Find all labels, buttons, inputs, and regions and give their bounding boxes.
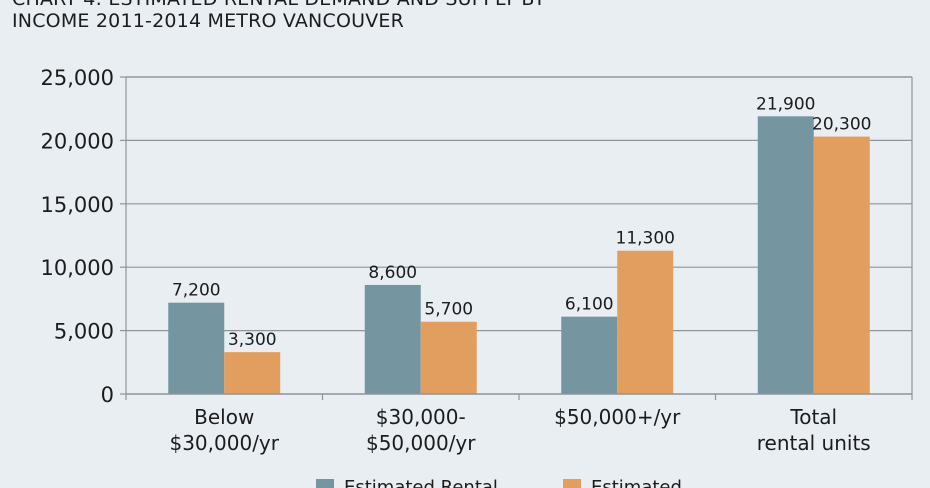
data-label-s1-c2: 11,300 <box>616 229 675 249</box>
y-tick-label-3: 15,000 <box>41 193 114 217</box>
bar-s1-c0 <box>224 352 281 394</box>
y-tick-label-4: 20,000 <box>41 129 114 153</box>
legend-label-0: Estimated Rental <box>344 477 498 488</box>
bar-s1-c1 <box>420 321 477 394</box>
legend-label-1: Estimated <box>591 477 682 488</box>
bar-s1-c3 <box>813 136 870 394</box>
data-label-s1-c3: 20,300 <box>812 115 871 135</box>
x-tick-label-c0-l0: Below <box>194 405 254 429</box>
bar-s0-c3 <box>757 116 814 395</box>
data-label-s1-c0: 3,300 <box>228 330 277 350</box>
chart-title-line-1: CHART 4: ESTIMATED RENTAL DEMAND AND SUP… <box>12 0 545 10</box>
x-tick-label-c1-l0: $30,000- <box>376 405 466 429</box>
y-tick-label-1: 5,000 <box>54 320 114 344</box>
data-label-s1-c1: 5,700 <box>424 300 473 320</box>
data-label-s0-c0: 7,200 <box>172 281 221 301</box>
bar-s1-c2 <box>617 250 674 394</box>
x-tick-label-c1-l1: $50,000/yr <box>366 431 476 455</box>
data-label-s0-c2: 6,100 <box>565 295 614 315</box>
x-tick-label-c0-l1: $30,000/yr <box>169 431 279 455</box>
bar-s0-c1 <box>364 284 421 394</box>
y-tick-label-5: 25,000 <box>41 66 114 90</box>
chart-title-line-2: INCOME 2011-2014 METRO VANCOUVER <box>12 10 405 32</box>
x-tick-label-c2-l0: $50,000+/yr <box>554 405 681 429</box>
y-tick-label-2: 10,000 <box>41 256 114 280</box>
y-tick-label-0: 0 <box>101 383 114 407</box>
legend-swatch-1 <box>563 479 581 488</box>
bar-s0-c0 <box>168 302 225 394</box>
data-label-s0-c1: 8,600 <box>368 263 417 283</box>
x-tick-label-c3-l0: Total <box>789 405 837 429</box>
bar-s0-c2 <box>561 316 618 394</box>
legend-swatch-0 <box>316 479 334 488</box>
x-tick-label-c3-l1: rental units <box>757 431 871 455</box>
data-label-s0-c3: 21,900 <box>756 94 815 114</box>
